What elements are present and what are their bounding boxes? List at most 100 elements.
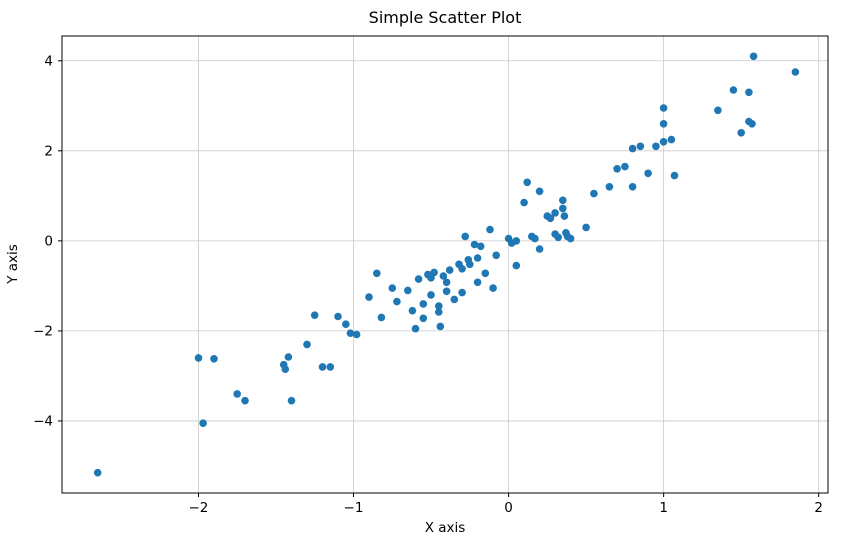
- x-tick-label: 1: [659, 500, 668, 516]
- scatter-point: [419, 300, 428, 308]
- scatter-point: [404, 286, 412, 295]
- scatter-point: [554, 233, 562, 242]
- scatter-point: [476, 242, 485, 251]
- scatter-point: [652, 142, 660, 151]
- scatter-point: [659, 120, 668, 128]
- scatter-point: [523, 178, 531, 187]
- scatter-point: [342, 320, 350, 329]
- scatter-point: [621, 162, 629, 171]
- scatter-point: [470, 240, 479, 249]
- scatter-point: [427, 291, 435, 299]
- y-tick-label: 0: [44, 233, 53, 249]
- scatter-point: [559, 196, 567, 205]
- scatter-point: [628, 183, 637, 191]
- scatter-point: [442, 287, 451, 296]
- scatter-point: [546, 214, 555, 223]
- scatter-point: [303, 340, 311, 349]
- scatter-point: [365, 293, 373, 301]
- scatter-point: [377, 313, 386, 322]
- scatter-point: [512, 237, 521, 245]
- scatter-point: [411, 324, 420, 333]
- scatter-point: [628, 144, 637, 153]
- scatter-point: [791, 68, 800, 76]
- x-tick-label: −1: [344, 500, 364, 516]
- scatter-point: [352, 330, 361, 339]
- scatter-point: [393, 297, 401, 306]
- scatter-point: [749, 52, 758, 61]
- y-tick-label: −4: [33, 413, 53, 429]
- scatter-point: [210, 355, 218, 363]
- scatter-point: [636, 142, 645, 151]
- scatter-point: [535, 187, 544, 196]
- scatter-point: [281, 365, 290, 374]
- scatter-point: [729, 86, 738, 94]
- scatter-point: [489, 284, 497, 292]
- y-tick-label: −2: [33, 323, 53, 339]
- scatter-point: [566, 234, 575, 243]
- scatter-point: [560, 212, 569, 220]
- scatter-point: [737, 129, 745, 137]
- y-tick-label: 4: [44, 53, 53, 69]
- y-tick-label: 2: [44, 143, 53, 159]
- scatter-point: [667, 135, 676, 144]
- scatter-point: [388, 284, 397, 292]
- plot-border: [61, 35, 829, 494]
- scatter-point: [473, 254, 482, 262]
- scatter-point: [346, 329, 355, 338]
- scatter-point: [531, 234, 539, 243]
- x-tick-label: −2: [189, 500, 209, 516]
- scatter-point: [287, 396, 296, 405]
- scatter-point: [535, 245, 544, 253]
- scatter-point: [481, 269, 490, 278]
- axis-ticks: −2 −1 0 1 2 −4 −2 0 2 4: [33, 53, 823, 516]
- scatter-point: [310, 311, 319, 320]
- scatter-point: [559, 204, 567, 213]
- x-tick-label: 2: [814, 500, 823, 516]
- scatter-points: [93, 52, 800, 477]
- scatter-point: [714, 106, 722, 115]
- scatter-point: [450, 295, 459, 304]
- scatter-point: [605, 183, 614, 191]
- scatter-point: [408, 306, 417, 315]
- scatter-point: [419, 314, 428, 323]
- scatter-point: [194, 354, 203, 362]
- scatter-point: [590, 189, 598, 198]
- scatter-point: [334, 312, 342, 321]
- scatter-point: [659, 138, 668, 146]
- scatter-point: [512, 261, 521, 270]
- scatter-point: [670, 171, 679, 180]
- scatter-point: [551, 209, 559, 217]
- scatter-point: [442, 278, 451, 287]
- scatter-point: [284, 353, 293, 361]
- scatter-point: [644, 169, 652, 178]
- y-axis-label: Y axis: [5, 244, 21, 285]
- scatter-point: [520, 198, 528, 207]
- scatter-point: [373, 269, 381, 278]
- scatter-point: [430, 268, 438, 277]
- scatter-point: [458, 288, 466, 297]
- scatter-point: [748, 120, 756, 128]
- scatter-point: [435, 308, 443, 316]
- scatter-point: [486, 225, 494, 234]
- scatter-point: [93, 468, 102, 477]
- scatter-point: [318, 363, 327, 371]
- scatter-point: [659, 104, 668, 112]
- scatter-point: [414, 275, 423, 283]
- scatter-point: [461, 232, 470, 241]
- scatter-point: [326, 363, 335, 371]
- scatter-point: [199, 419, 207, 428]
- scatter-point: [492, 251, 501, 260]
- scatter-point: [233, 390, 241, 398]
- chart-title: Simple Scatter Plot: [369, 8, 522, 27]
- x-tick-label: 0: [504, 500, 513, 516]
- scatter-point: [439, 272, 448, 280]
- scatter-point: [445, 266, 454, 274]
- x-axis-label: X axis: [425, 520, 466, 536]
- scatter-point: [613, 165, 621, 173]
- scatter-point: [435, 302, 443, 310]
- scatter-point: [436, 322, 445, 331]
- grid-lines: [62, 36, 828, 493]
- scatter-point: [466, 260, 474, 269]
